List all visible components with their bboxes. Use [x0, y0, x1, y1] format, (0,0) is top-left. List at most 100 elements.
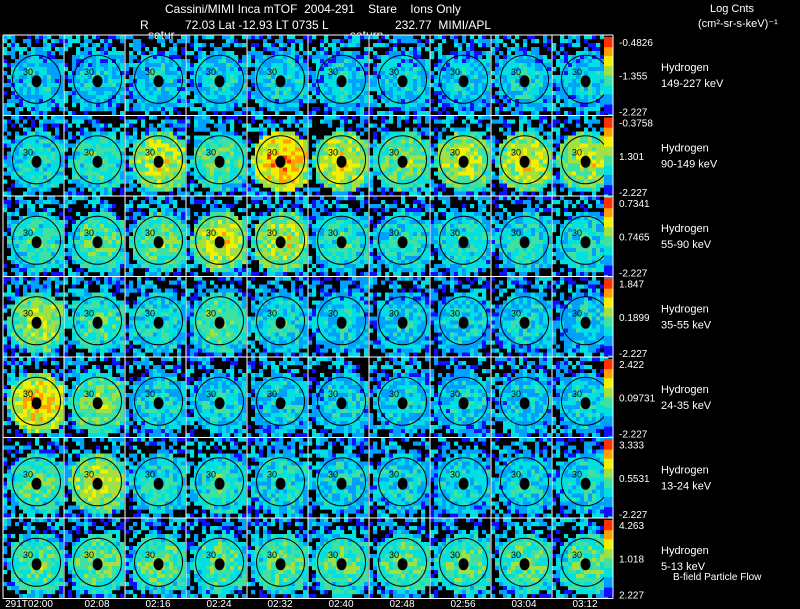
- heatmap-pixel: [446, 171, 451, 176]
- heatmap-pixel: [279, 143, 284, 148]
- heatmap-pixel: [511, 131, 516, 136]
- heatmap-pixel: [332, 175, 337, 180]
- heatmap-pixel: [263, 135, 268, 140]
- heatmap-pixel: [535, 115, 540, 120]
- heatmap-pixel: [332, 155, 337, 160]
- heatmap-pixel: [59, 39, 64, 44]
- heatmap-pixel: [55, 47, 60, 52]
- heatmap-pixel: [198, 95, 203, 100]
- heatmap-pixel: [552, 163, 557, 168]
- heatmap-pixel: [556, 151, 561, 156]
- view-ring: [195, 54, 245, 104]
- heatmap-pixel: [133, 103, 138, 108]
- heatmap-pixel: [141, 55, 146, 60]
- heatmap-pixel: [76, 95, 81, 100]
- heatmap-pixel: [133, 67, 138, 72]
- heatmap-pixel: [576, 67, 581, 72]
- heatmap-pixel: [421, 35, 426, 40]
- energy-label: 90-149 keV: [661, 159, 718, 171]
- heatmap-pixel: [389, 71, 394, 76]
- heatmap-pixel: [35, 131, 40, 136]
- heatmap-pixel: [64, 163, 69, 168]
- heatmap-pixel: [23, 87, 28, 92]
- heatmap-pixel: [421, 79, 426, 84]
- heatmap-pixel: [186, 115, 191, 120]
- heatmap-pixel: [59, 67, 64, 72]
- heatmap-pixel: [64, 191, 69, 196]
- heatmap-pixel: [169, 87, 174, 92]
- heatmap-pixel: [72, 119, 77, 124]
- colorbar-segment: [604, 96, 613, 99]
- heatmap-pixel: [478, 171, 483, 176]
- heatmap-pixel: [389, 39, 394, 44]
- heatmap-pixel: [462, 119, 467, 124]
- heatmap-pixel: [7, 83, 12, 88]
- heatmap-pixel: [92, 51, 97, 56]
- heatmap-pixel: [15, 99, 20, 104]
- heatmap-pixel: [421, 87, 426, 92]
- heatmap-pixel: [226, 95, 231, 100]
- heatmap-pixel: [344, 131, 349, 136]
- heatmap-pixel: [35, 99, 40, 104]
- heatmap-pixel: [259, 75, 264, 80]
- heatmap-pixel: [267, 135, 272, 140]
- heatmap-pixel: [194, 143, 199, 148]
- heatmap-pixel: [568, 111, 573, 116]
- heatmap-pixel: [51, 71, 56, 76]
- species-label: Hydrogen: [661, 143, 709, 155]
- heatmap-pixel: [149, 147, 154, 152]
- heatmap-pixel: [369, 87, 374, 92]
- heatmap-pixel: [389, 107, 394, 112]
- heatmap-pixel: [373, 155, 378, 160]
- heatmap-pixel: [511, 179, 516, 184]
- heatmap-pixel: [539, 171, 544, 176]
- heatmap-pixel: [177, 55, 182, 60]
- heatmap-pixel: [572, 171, 577, 176]
- heatmap-pixel: [600, 63, 605, 68]
- heatmap-pixel: [564, 75, 569, 80]
- heatmap-pixel: [584, 71, 589, 76]
- heatmap-pixel: [35, 71, 40, 76]
- heatmap-pixel: [397, 59, 402, 64]
- heatmap-pixel: [27, 131, 32, 136]
- heatmap-pixel: [458, 151, 463, 156]
- heatmap-pixel: [80, 43, 85, 48]
- heatmap-pixel: [145, 171, 150, 176]
- heatmap-pixel: [454, 59, 459, 64]
- heatmap-pixel: [393, 175, 398, 180]
- heatmap-pixel: [84, 111, 89, 116]
- heatmap-pixel: [43, 47, 48, 52]
- heatmap-pixel: [474, 59, 479, 64]
- heatmap-pixel: [157, 139, 162, 144]
- heatmap-pixel: [312, 59, 317, 64]
- heatmap-pixel: [556, 119, 561, 124]
- heatmap-pixel: [287, 123, 292, 128]
- heatmap-pixel: [7, 159, 12, 164]
- heatmap-pixel: [35, 39, 40, 44]
- heatmap-pixel: [364, 103, 369, 108]
- heatmap-pixel: [486, 167, 491, 172]
- heatmap-pixel: [165, 63, 170, 68]
- heatmap-pixel: [352, 171, 357, 176]
- heatmap-pixel: [230, 71, 235, 76]
- heatmap-pixel: [125, 187, 130, 192]
- heatmap-pixel: [442, 127, 447, 132]
- heatmap-pixel: [88, 107, 93, 112]
- heatmap-pixel: [474, 51, 479, 56]
- heatmap-pixel: [104, 51, 109, 56]
- heatmap-pixel: [344, 63, 349, 68]
- heatmap-pixel: [413, 83, 418, 88]
- heatmap-pixel: [556, 111, 561, 116]
- heatmap-pixel: [308, 95, 313, 100]
- heatmap-pixel: [425, 143, 430, 148]
- heatmap-pixel: [31, 67, 36, 72]
- heatmap-pixel: [194, 191, 199, 196]
- heatmap-pixel: [369, 187, 374, 192]
- heatmap-pixel: [482, 139, 487, 144]
- heatmap-pixel: [352, 139, 357, 144]
- heatmap-pixel: [64, 43, 69, 48]
- heatmap-pixel: [55, 155, 60, 160]
- heatmap-pixel: [572, 151, 577, 156]
- heatmap-pixel: [580, 59, 585, 64]
- heatmap-pixel: [190, 155, 195, 160]
